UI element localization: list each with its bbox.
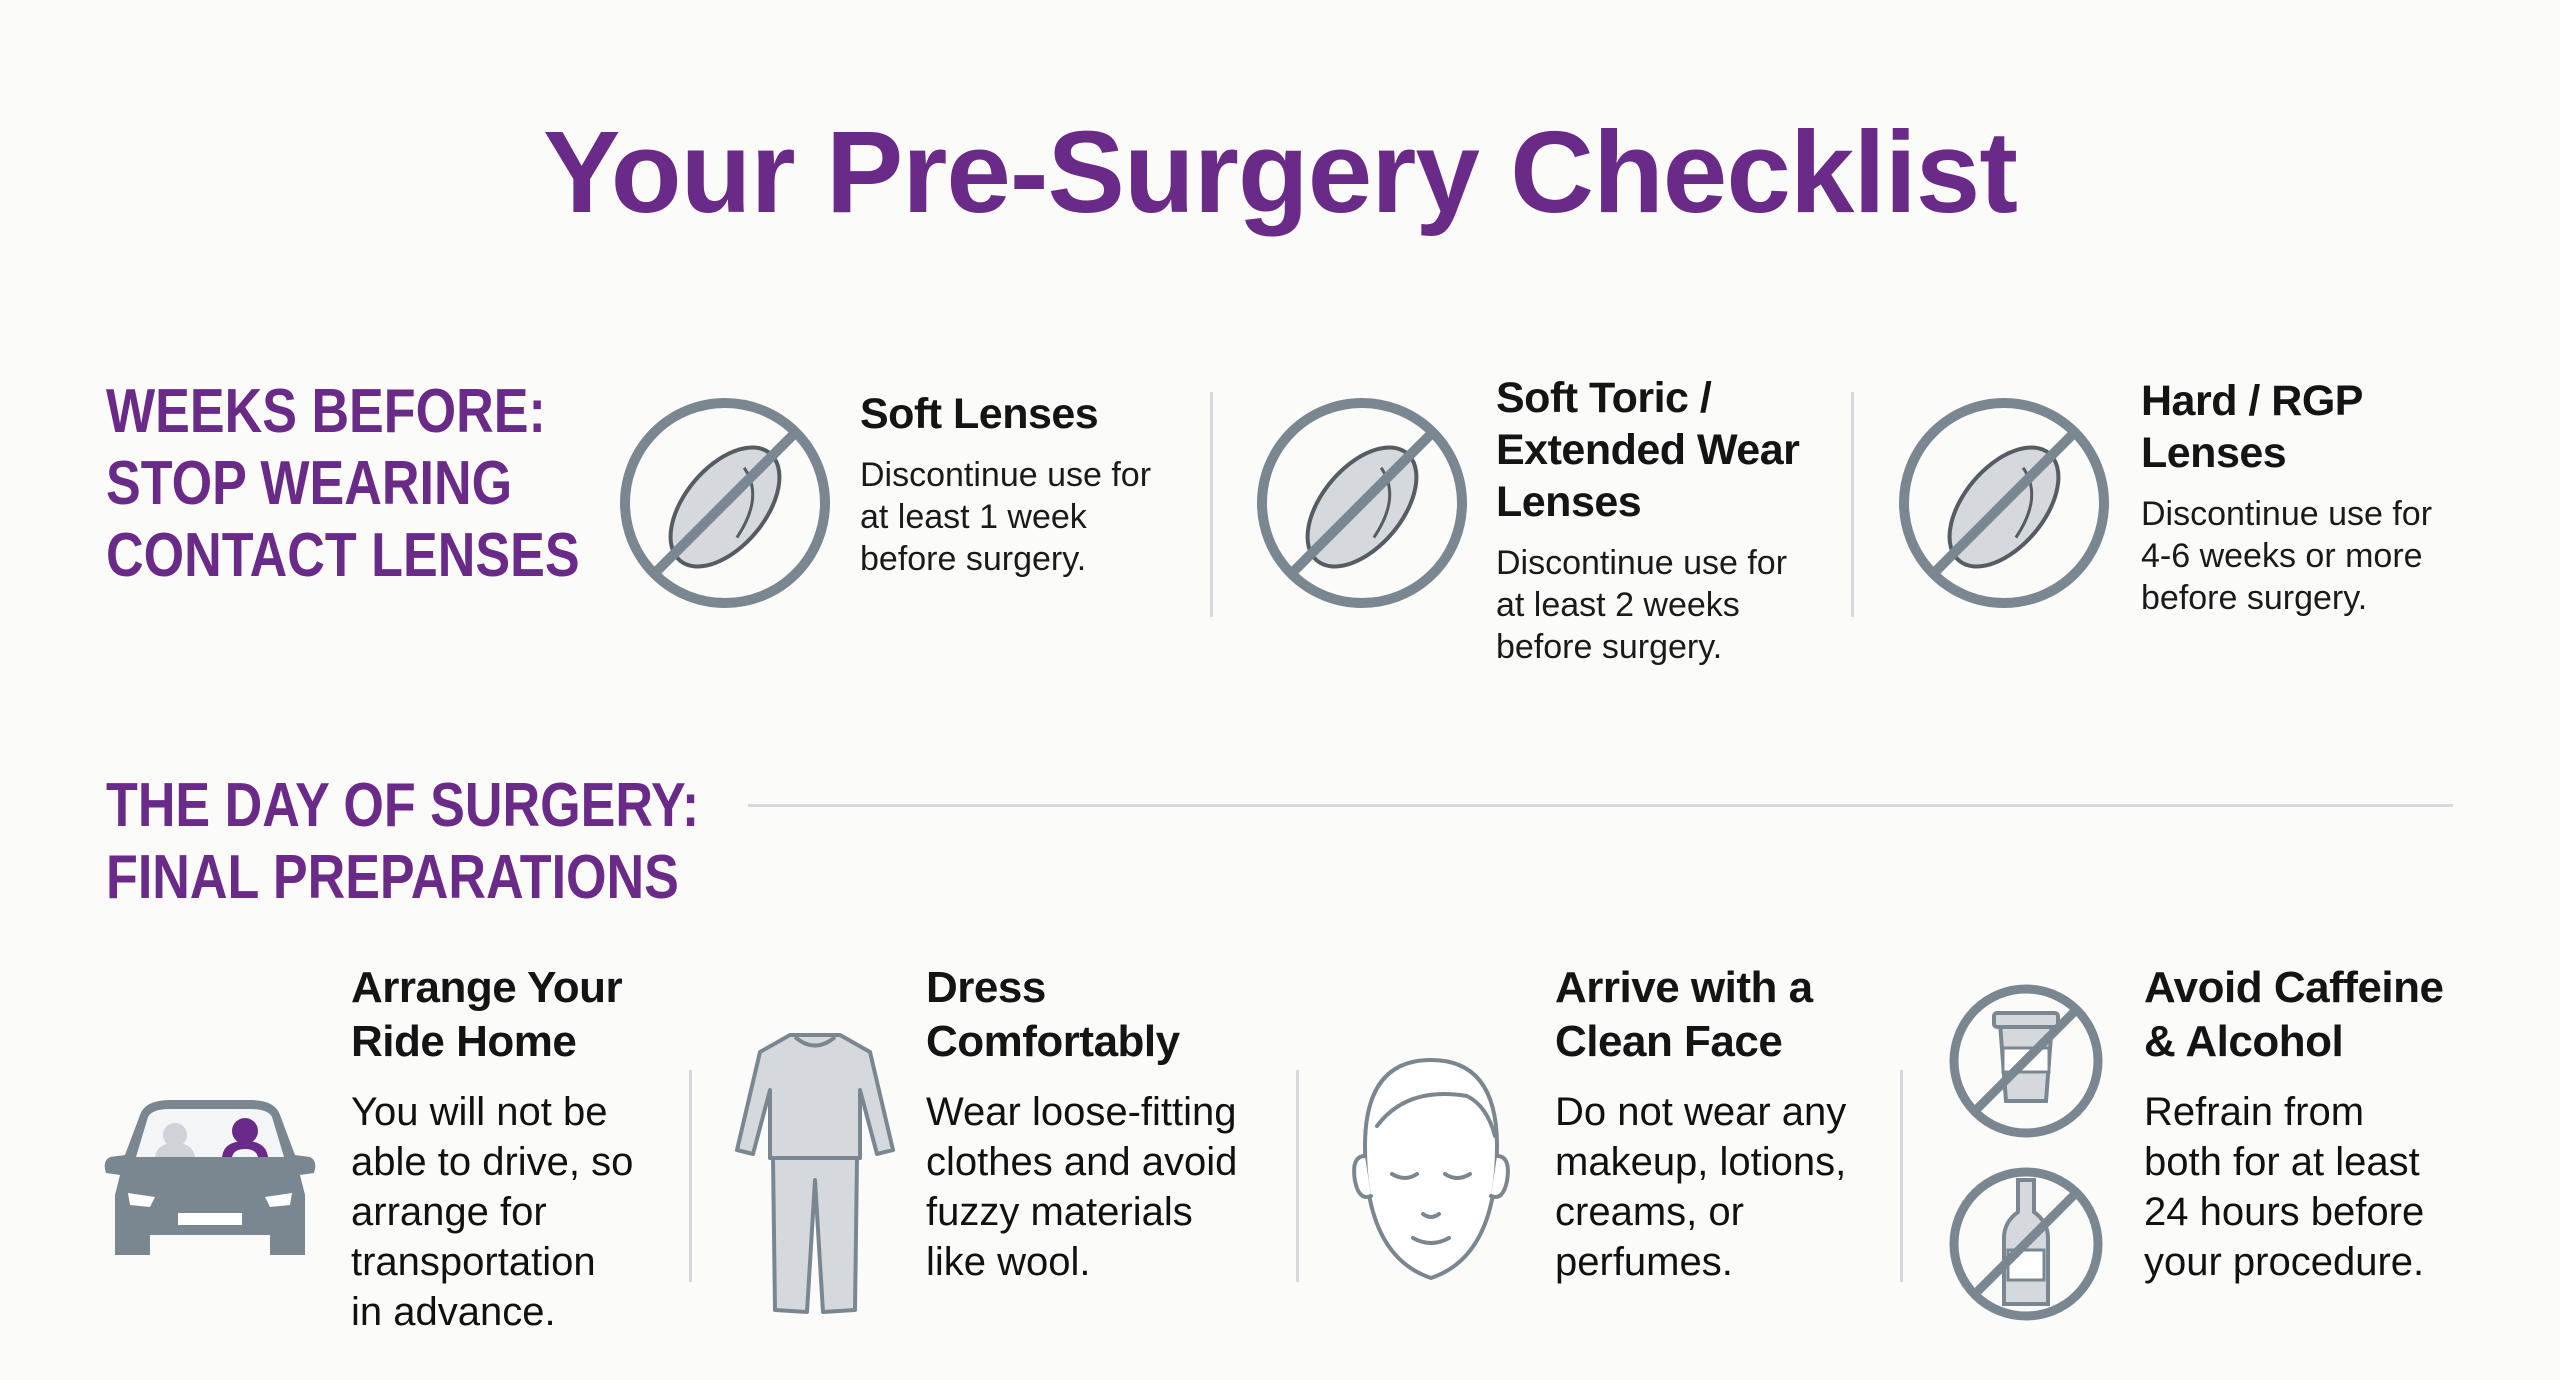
soft-lenses-item: Soft Lenses Discontinue use for at least …: [860, 388, 1200, 580]
car-icon: [104, 1100, 316, 1255]
clothing-icon: [735, 1033, 895, 1314]
item-body: Discontinue use for 4-6 weeks or more befo…: [2141, 495, 2433, 617]
item-title: Hard / RGP Lenses: [2141, 377, 2364, 477]
divider: [1851, 392, 1854, 617]
no-coffee-icon: [1949, 984, 2103, 1138]
divider: [1210, 392, 1213, 617]
clean-face-item: Arrive with a Clean Face Do not wear any m…: [1555, 961, 1895, 1287]
page-title: Your Pre-Surgery Checklist: [543, 107, 2018, 237]
hard-rgp-item: Hard / RGP Lenses Discontinue use for 4-6 …: [2141, 375, 2521, 619]
face-icon: [1352, 1057, 1510, 1281]
item-title: Dress Comfortably: [926, 963, 1180, 1066]
ride-home-item: Arrange Your Ride Home You will not be abl…: [351, 961, 681, 1337]
item-title: Arrange Your Ride Home: [351, 963, 623, 1066]
caffeine-alcohol-item: Avoid Caffeine & Alcohol Refrain from both…: [2144, 961, 2544, 1287]
item-body: Refrain from both for at least 24 hours be…: [2144, 1090, 2425, 1284]
item-body: You will not be able to drive, so arrange …: [351, 1090, 634, 1334]
weeks-before-heading: WEEKS BEFORE: STOP WEARING CONTACT LENSE…: [106, 376, 580, 592]
section-divider: [748, 804, 2453, 807]
no-contact-lens-icon: [620, 398, 830, 608]
heading-line: THE DAY OF SURGERY:: [106, 771, 700, 840]
divider: [1296, 1070, 1299, 1282]
item-title: Arrive with a Clean Face: [1555, 963, 1813, 1066]
item-title: Soft Lenses: [860, 390, 1099, 438]
day-of-heading: THE DAY OF SURGERY: FINAL PREPARATIONS: [106, 770, 699, 914]
item-body: Discontinue use for at least 2 weeks befor…: [1496, 544, 1788, 666]
item-body: Discontinue use for at least 1 week before…: [860, 456, 1152, 578]
heading-line: CONTACT LENSES: [106, 521, 580, 590]
item-body: Do not wear any makeup, lotions, creams, o…: [1555, 1090, 1847, 1284]
divider: [689, 1070, 692, 1282]
item-title: Avoid Caffeine & Alcohol: [2144, 963, 2444, 1066]
no-contact-lens-icon: [1899, 398, 2109, 608]
heading-line: FINAL PREPARATIONS: [106, 843, 679, 912]
soft-toric-item: Soft Toric / Extended Wear Lenses Disconti…: [1496, 372, 1846, 668]
divider: [1900, 1070, 1903, 1282]
item-title: Soft Toric / Extended Wear Lenses: [1496, 374, 1800, 526]
heading-line: STOP WEARING: [106, 449, 513, 518]
dress-item: Dress Comfortably Wear loose-fitting cloth…: [926, 961, 1266, 1287]
heading-line: WEEKS BEFORE:: [106, 377, 546, 446]
no-contact-lens-icon: [1257, 398, 1467, 608]
item-body: Wear loose-fitting clothes and avoid fuzzy…: [926, 1090, 1238, 1284]
no-alcohol-icon: [1949, 1167, 2103, 1321]
